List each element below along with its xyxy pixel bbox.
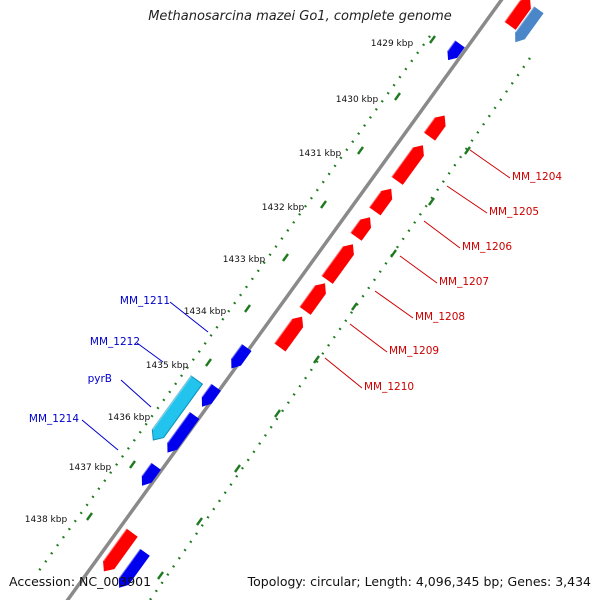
forward-gene-leader-line <box>136 342 164 363</box>
reverse-gene-leader-line <box>446 185 488 214</box>
inner-tick-mark <box>157 571 164 580</box>
inner-tick-mark <box>351 302 358 311</box>
kbp-tick-label: 1431 kbp <box>299 149 342 159</box>
kbp-tick-mark <box>86 512 93 521</box>
gene-arrow-mm-forward-a[interactable] <box>447 40 465 61</box>
gene-arrow-reverse-top-shade <box>503 0 521 23</box>
gene-arrow-mm-1209[interactable] <box>299 283 326 315</box>
gene-arrow-forward-bottom[interactable] <box>118 548 150 588</box>
inner-tick-mark <box>428 197 435 206</box>
gene-arrow-mm-1204[interactable] <box>423 115 446 141</box>
forward-gene-label[interactable]: pyrB <box>88 373 112 385</box>
kbp-tick-mark <box>129 460 136 469</box>
gene-arrow-mm-1207[interactable] <box>350 217 371 241</box>
inner-tick-mark <box>390 249 397 258</box>
kbp-tick-mark <box>244 304 251 313</box>
genes-layer[interactable] <box>102 0 544 588</box>
kbp-tick-label: 1429 kbp <box>371 39 414 49</box>
gene-arrow-mm-1209-shade <box>298 285 316 308</box>
genome-backbone <box>62 0 504 604</box>
forward-gene-leader-line <box>81 419 119 451</box>
gene-arrow-mm-1211-shade <box>230 343 243 360</box>
kbp-tick-label: 1430 kbp <box>336 95 379 105</box>
gene-arrow-forward-top-shade <box>514 5 535 33</box>
reverse-gene-label[interactable]: MM_1210 <box>364 381 414 393</box>
kbp-tick-label: 1437 kbp <box>69 463 112 473</box>
reverse-gene-leader-line <box>349 323 388 353</box>
outer-tick-dots <box>37 35 431 573</box>
kbp-tick-label: 1434 kbp <box>184 307 227 317</box>
tick-marks-layer <box>37 35 531 601</box>
reverse-gene-leader-line <box>469 149 511 179</box>
gene-arrow-mm-1207-shade <box>349 219 361 234</box>
gene-arrow-mm-1206[interactable] <box>369 188 393 216</box>
kbp-tick-mark <box>320 200 327 209</box>
accession-label: Accession: NC_003901 <box>9 574 152 589</box>
kbp-tick-mark <box>357 146 364 155</box>
reverse-gene-label[interactable]: MM_1204 <box>512 171 562 183</box>
reverse-gene-leader-line <box>324 357 363 389</box>
gene-arrow-pyrB-highlight[interactable] <box>151 375 204 441</box>
topology-summary: Topology: circular; Length: 4,096,345 bp… <box>247 574 591 589</box>
gene-arrow-mm-1208-shade <box>320 246 344 277</box>
gene-arrow-mm-forward-a-shade <box>446 39 456 52</box>
kbp-tick-label: 1436 kbp <box>108 413 151 423</box>
inner-tick-mark <box>234 464 241 473</box>
gene-arrow-mm-1212-shade <box>200 383 213 398</box>
reverse-gene-label[interactable]: MM_1208 <box>415 311 465 323</box>
forward-gene-leader-line <box>169 301 209 333</box>
labels-layer: 1429 kbp 1430 kbp 1431 kbp 1432 kbp 1433 kbp… <box>25 39 563 525</box>
gene-arrow-mm-1204-shade <box>422 117 436 133</box>
kbp-tick-label: 1433 kbp <box>223 255 266 265</box>
gene-arrow-reverse-bottom[interactable] <box>103 528 138 572</box>
inner-tick-mark <box>313 355 320 364</box>
gene-arrow-reverse-bottom-shade <box>102 527 128 562</box>
gene-arrow-forward-top[interactable] <box>515 6 544 43</box>
gene-arrow-mm-1214[interactable] <box>141 462 161 486</box>
forward-gene-label[interactable]: MM_1212 <box>90 336 140 348</box>
gene-arrow-pyrB[interactable] <box>167 411 200 453</box>
reverse-gene-leader-line <box>423 220 461 249</box>
reverse-gene-label[interactable]: MM_1209 <box>389 345 439 357</box>
gene-arrow-mm-1205-shade <box>390 147 414 178</box>
backbone-layer <box>62 0 504 604</box>
kbp-tick-mark <box>282 253 289 262</box>
reverse-gene-leader-line <box>374 290 414 319</box>
gene-arrow-pyrB-highlight-shade <box>151 375 192 430</box>
gene-arrow-mm-1214-shade <box>140 462 153 477</box>
gene-arrow-forward-bottom-shade <box>118 548 141 579</box>
reverse-gene-leader-line <box>399 255 438 284</box>
kbp-tick-label: 1438 kbp <box>25 515 68 525</box>
gene-arrow-mm-1211[interactable] <box>231 344 252 369</box>
forward-gene-label[interactable]: MM_1214 <box>29 413 79 425</box>
gene-arrow-mm-1210-shade <box>273 318 293 344</box>
reverse-gene-label[interactable]: MM_1206 <box>462 241 512 253</box>
kbp-tick-mark <box>429 35 436 44</box>
forward-gene-leader-line <box>120 379 152 408</box>
gene-arrow-mm-1208[interactable] <box>321 244 354 284</box>
inner-tick-mark <box>196 517 203 526</box>
inner-tick-dots <box>149 57 531 601</box>
forward-gene-label[interactable]: MM_1211 <box>120 295 170 307</box>
gene-arrow-mm-1205[interactable] <box>391 145 424 185</box>
inner-tick-mark <box>274 409 281 418</box>
map-title: Methanosarcina mazei Go1, complete genom… <box>148 9 452 24</box>
kbp-tick-mark <box>394 92 401 101</box>
kbp-tick-label: 1435 kbp <box>146 361 189 371</box>
reverse-gene-label[interactable]: MM_1207 <box>439 276 489 288</box>
reverse-gene-label[interactable]: MM_1205 <box>489 206 539 218</box>
gene-arrow-reverse-top[interactable] <box>504 0 531 30</box>
gene-arrow-mm-1210[interactable] <box>274 316 304 352</box>
gene-arrow-mm-1212[interactable] <box>201 383 221 407</box>
gene-arrow-mm-1206-shade <box>368 190 382 208</box>
inner-tick-mark <box>464 146 471 155</box>
kbp-tick-label: 1432 kbp <box>262 203 305 213</box>
kbp-tick-mark <box>205 358 212 367</box>
gene-arrow-pyrB-shade <box>166 411 191 444</box>
